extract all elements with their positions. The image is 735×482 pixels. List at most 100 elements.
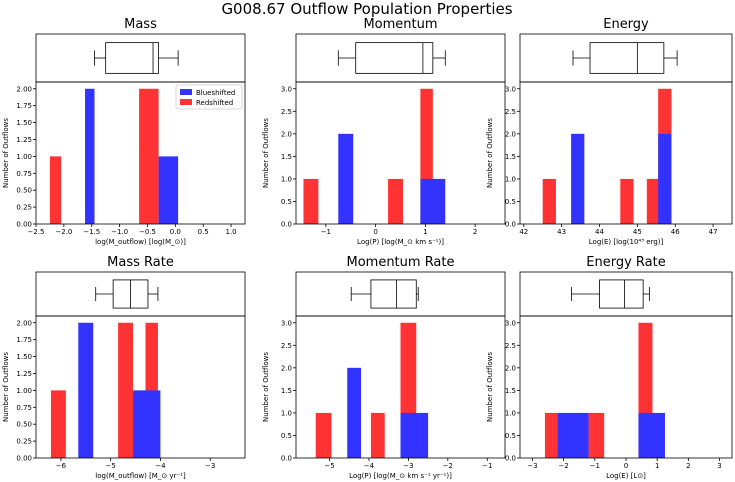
x-tick-label: −1 — [321, 228, 331, 236]
x-tick-label: −1 — [482, 462, 492, 470]
panel-mass-rate: Mass Rate −6 −5 −4 −3 0.00 0.25 0.50 0.75 1.00 1.2… — [2, 255, 246, 480]
y-tick-label: 2.00 — [16, 319, 32, 327]
y-axis-label: Number of Outflows — [486, 118, 494, 188]
y-tick-label: 2.5 — [505, 108, 516, 116]
boxplot-box — [599, 279, 644, 309]
boxplot-frame — [519, 271, 733, 317]
blueshifted-bar — [338, 133, 354, 224]
blueshifted-bar — [133, 390, 161, 458]
blueshifted-bar — [420, 178, 446, 224]
redshifted-bar — [139, 88, 159, 224]
redshifted-bar — [588, 412, 605, 458]
panel-title: Energy Rate — [586, 255, 665, 270]
x-tick-label: −2 — [558, 462, 568, 470]
y-axis-label: Number of Outflows — [2, 352, 10, 422]
y-tick-label: 0.00 — [16, 221, 32, 229]
y-tick-label: 0.25 — [16, 204, 32, 212]
plot-frame — [295, 315, 506, 459]
legend-swatch-redshifted — [180, 99, 192, 105]
y-tick-label: 1.0 — [505, 409, 516, 417]
y-tick-label: 0.5 — [505, 432, 516, 440]
x-tick-label: 43 — [557, 228, 566, 236]
x-tick-label: −2 — [443, 462, 453, 470]
panels: Mass−2.5 −2.0 −1.5 −1.0 −0.5 0.0 0.5 1.00.000.2… — [2, 17, 733, 480]
y-tick-label: 3.0 — [505, 319, 516, 327]
boxplot-box — [589, 42, 665, 74]
x-axis-label: Log(E) [L⊙] — [606, 472, 646, 480]
redshifted-bar — [388, 178, 403, 224]
y-tick-label: 0.00 — [16, 455, 32, 463]
boxplot-frame — [295, 33, 506, 83]
plot-frame — [35, 315, 246, 459]
y-tick-label: 2.5 — [281, 342, 292, 350]
x-tick-label: −4 — [155, 462, 166, 470]
x-axis-label: log(M_outflow) [M_⊙ yr⁻¹] — [95, 472, 186, 480]
plot-frame — [35, 81, 246, 225]
y-tick-label: 1.25 — [16, 136, 32, 144]
x-axis-label: Log(P) [log(M_⊙ km s⁻¹ yr⁻¹)] — [349, 472, 452, 480]
plot-frame — [519, 81, 733, 225]
boxplot-frame — [35, 33, 246, 83]
x-axis-label: Log(P) [log(M_⊙ km s⁻¹)] — [357, 238, 444, 246]
boxplot-box — [370, 279, 417, 309]
boxplot-frame — [519, 33, 733, 83]
x-tick-label: 46 — [671, 228, 680, 236]
y-tick-label: 0.0 — [505, 455, 516, 463]
x-tick-label: −1.5 — [83, 228, 100, 236]
x-tick-label: −4 — [364, 462, 375, 470]
panel-energy-rate: Energy Rate −3 −2 −1 0 1 2 3 0.0 0.5 1.0 1.5 2.0 2.5 3… — [486, 255, 733, 480]
blueshifted-bar — [557, 412, 589, 458]
panel-momentum: Momentum −1 0 1 2 0.0 0.5 1.0 1.5 2.0 2.5 3.0 Log(P)… — [262, 17, 506, 246]
x-tick-label: 0 — [373, 228, 377, 236]
x-tick-label: 1 — [655, 462, 659, 470]
y-tick-label: 3.0 — [281, 319, 292, 327]
y-tick-label: 1.0 — [281, 175, 292, 183]
blueshifted-bar — [158, 156, 179, 224]
y-tick-label: 1.75 — [16, 102, 32, 110]
boxplot-box — [355, 42, 434, 74]
y-tick-label: 0.25 — [16, 438, 32, 446]
y-tick-label: 2.0 — [281, 130, 292, 138]
x-axis-label: Log(E) [log(10⁴³ erg)] — [589, 238, 664, 246]
x-tick-label: 1.0 — [225, 228, 236, 236]
y-tick-label: 0.5 — [505, 198, 516, 206]
x-tick-label: −3 — [403, 462, 413, 470]
redshifted-bar — [50, 390, 66, 458]
boxplot-frame — [35, 271, 246, 317]
blueshifted-bar — [658, 133, 672, 224]
x-tick-label: −3 — [527, 462, 537, 470]
x-tick-label: −3 — [205, 462, 215, 470]
redshifted-bar — [49, 156, 62, 224]
blueshifted-bar — [400, 412, 429, 458]
x-tick-label: 2 — [473, 228, 477, 236]
y-tick-label: 0.75 — [16, 170, 32, 178]
y-tick-label: 1.0 — [281, 409, 292, 417]
panel-momentum-rate: Momentum Rate −5 −4 −3 −2 −1 0.0 0.5 1.0 1.5 2.0 2.… — [262, 255, 506, 480]
redshifted-bar — [542, 178, 556, 224]
y-axis-label: Number of Outflows — [486, 352, 494, 422]
x-tick-label: 0.5 — [198, 228, 209, 236]
figure-title: G008.67 Outflow Population Properties — [221, 0, 512, 18]
panel-title: Energy — [603, 17, 649, 32]
legend-frame — [175, 84, 243, 110]
redshifted-bar — [315, 412, 332, 458]
x-tick-label: −1.0 — [111, 228, 128, 236]
x-tick-label: 42 — [519, 228, 528, 236]
y-tick-label: 1.5 — [281, 153, 292, 161]
legend-label-redshifted: Redshifted — [196, 99, 233, 107]
x-tick-label: −1 — [590, 462, 600, 470]
x-tick-label: 0.0 — [170, 228, 181, 236]
y-tick-label: 1.0 — [505, 175, 516, 183]
y-axis-label: Number of Outflows — [2, 118, 10, 188]
x-tick-label: −2.5 — [28, 228, 45, 236]
y-tick-label: 1.50 — [16, 119, 32, 127]
legend-label-blueshifted: Blueshifted — [196, 89, 235, 97]
boxplot-frame — [295, 271, 506, 317]
panel-mass: Mass −2.5 −2.0 −1.5 −1.0 −0.5 0.0 0.5 1.0 0.00 0.2… — [2, 17, 246, 246]
y-tick-label: 3.0 — [505, 85, 516, 93]
y-tick-label: 2.0 — [505, 364, 516, 372]
y-tick-label: 3.0 — [281, 85, 292, 93]
x-tick-label: −0.5 — [139, 228, 156, 236]
blueshifted-bar — [85, 88, 95, 224]
